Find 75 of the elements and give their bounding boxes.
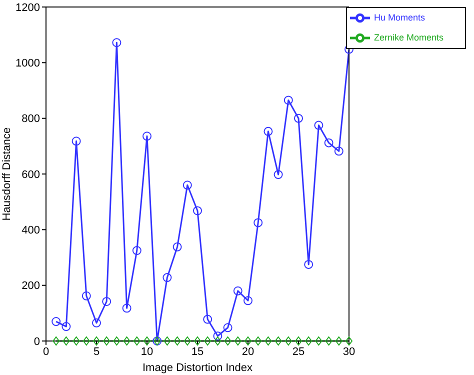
point bbox=[122, 304, 132, 313]
x-tick-label: 20 bbox=[242, 346, 254, 358]
point bbox=[214, 336, 222, 346]
y-axis-title: Hausdorff Distance bbox=[0, 127, 13, 221]
point bbox=[264, 126, 273, 136]
legend-label: Hu Moments bbox=[374, 12, 426, 22]
y-tick-label: 1200 bbox=[16, 2, 40, 14]
point bbox=[103, 336, 110, 346]
point bbox=[174, 336, 181, 346]
y-tick-label: 800 bbox=[22, 113, 40, 126]
point bbox=[274, 336, 282, 346]
y-tick-label: 0 bbox=[34, 336, 40, 348]
point bbox=[162, 273, 172, 282]
point bbox=[295, 336, 302, 346]
x-tick-label: 30 bbox=[342, 346, 356, 358]
point bbox=[113, 336, 120, 346]
point bbox=[315, 336, 322, 346]
point bbox=[62, 322, 71, 332]
point bbox=[194, 336, 201, 346]
point bbox=[346, 336, 352, 346]
point bbox=[82, 336, 90, 346]
point bbox=[264, 336, 272, 346]
point bbox=[62, 336, 70, 346]
x-tick-label: 25 bbox=[292, 346, 305, 358]
point bbox=[233, 286, 242, 296]
point bbox=[305, 336, 312, 346]
y-tick-label: 600 bbox=[22, 168, 40, 181]
point bbox=[244, 336, 252, 346]
point bbox=[172, 242, 182, 252]
point bbox=[193, 206, 202, 216]
point bbox=[254, 218, 263, 228]
point bbox=[133, 336, 140, 346]
point bbox=[144, 336, 150, 346]
point bbox=[204, 336, 212, 346]
x-tick-label: 5 bbox=[93, 346, 100, 358]
point bbox=[184, 336, 191, 346]
x-axis-title: Image Distortion Index bbox=[142, 362, 254, 374]
point bbox=[112, 38, 122, 48]
x-tick-label: 10 bbox=[140, 346, 154, 358]
x-tick-label: 15 bbox=[191, 346, 204, 358]
point bbox=[223, 323, 232, 332]
x-tick-label: 0 bbox=[42, 346, 50, 358]
point bbox=[123, 336, 130, 346]
point bbox=[335, 336, 342, 346]
point bbox=[82, 291, 91, 300]
point bbox=[334, 146, 344, 156]
point bbox=[92, 318, 101, 328]
y-tick-label: 400 bbox=[22, 224, 40, 237]
point bbox=[284, 336, 292, 346]
point bbox=[52, 317, 61, 326]
point bbox=[72, 336, 80, 346]
point bbox=[164, 336, 171, 346]
point bbox=[294, 114, 303, 123]
point bbox=[314, 120, 324, 130]
point bbox=[325, 336, 332, 346]
point bbox=[304, 260, 314, 269]
point bbox=[52, 336, 60, 346]
point bbox=[284, 96, 293, 105]
point bbox=[93, 336, 100, 346]
point bbox=[234, 336, 242, 346]
point bbox=[203, 314, 212, 324]
point bbox=[213, 331, 222, 340]
point bbox=[132, 246, 142, 256]
point bbox=[274, 170, 283, 180]
point bbox=[72, 136, 81, 146]
y-tick-label: 200 bbox=[22, 280, 40, 292]
y-tick-label: 1000 bbox=[16, 58, 40, 70]
point bbox=[102, 296, 112, 306]
point bbox=[182, 180, 192, 190]
legend-label: Zernike Moments bbox=[374, 32, 444, 42]
point bbox=[244, 296, 252, 306]
point bbox=[324, 138, 334, 148]
point bbox=[254, 336, 262, 346]
point bbox=[142, 132, 152, 141]
point bbox=[224, 336, 232, 346]
